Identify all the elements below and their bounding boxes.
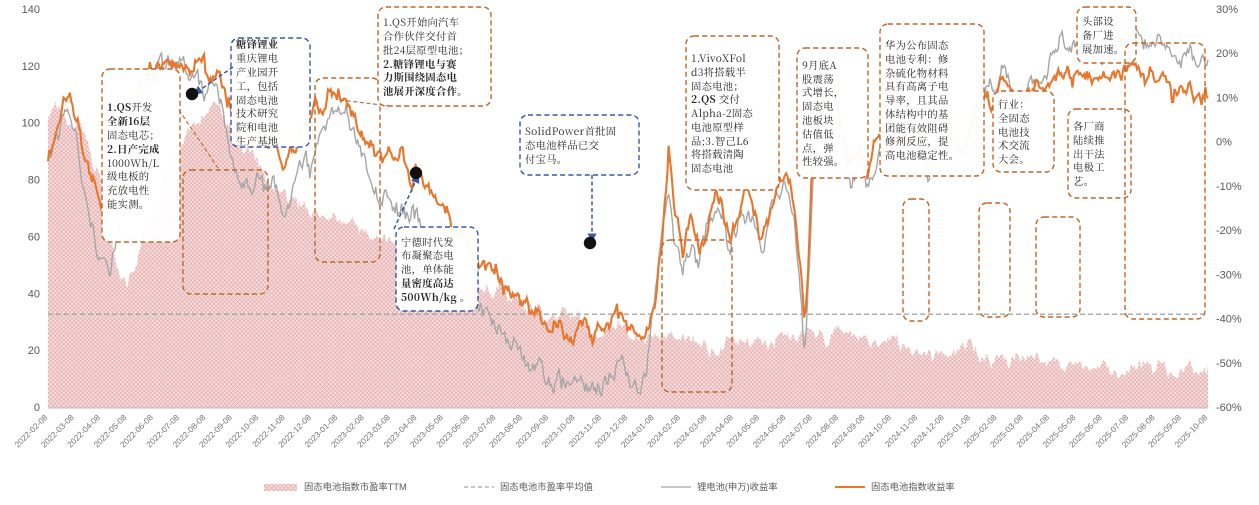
- svg-text:20%: 20%: [1216, 48, 1238, 60]
- svg-text:120: 120: [22, 61, 40, 73]
- svg-text:-10%: -10%: [1216, 181, 1242, 193]
- svg-text:0: 0: [34, 402, 40, 414]
- svg-text:固态电池指数收益率: 固态电池指数收益率: [871, 481, 955, 492]
- svg-text:0%: 0%: [1216, 137, 1232, 149]
- svg-text:140: 140: [22, 4, 40, 16]
- svg-text:-40%: -40%: [1216, 314, 1242, 326]
- svg-text:固态电池指数市盈率TTM: 固态电池指数市盈率TTM: [304, 481, 407, 492]
- svg-text:-60%: -60%: [1216, 402, 1242, 414]
- svg-text:-50%: -50%: [1216, 358, 1242, 370]
- svg-text:60: 60: [28, 231, 40, 243]
- svg-text:-30%: -30%: [1216, 269, 1242, 281]
- svg-text:100: 100: [22, 118, 40, 130]
- svg-text:-20%: -20%: [1216, 225, 1242, 237]
- svg-text:锂电池(申万)收益率: 锂电池(申万)收益率: [697, 481, 778, 492]
- svg-text:10%: 10%: [1216, 92, 1238, 104]
- svg-text:80: 80: [28, 175, 40, 187]
- svg-text:30%: 30%: [1216, 4, 1238, 16]
- svg-text:20: 20: [28, 345, 40, 357]
- svg-text:固态电池市盈率平均值: 固态电池市盈率平均值: [500, 481, 593, 492]
- svg-text:40: 40: [28, 288, 40, 300]
